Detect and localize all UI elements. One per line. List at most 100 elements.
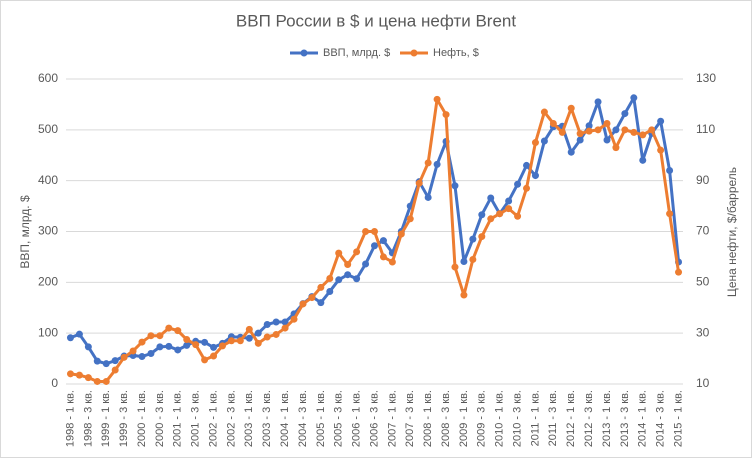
data-point: [335, 249, 343, 257]
x-tick-label: 2012 - 3 кв.: [583, 390, 595, 447]
data-point: [612, 144, 620, 152]
data-point: [657, 146, 665, 154]
data-point: [183, 336, 191, 344]
data-point: [540, 137, 548, 145]
x-tick-label: 2002 - 1 кв.: [207, 390, 219, 447]
data-point: [371, 228, 378, 235]
data-point: [353, 275, 361, 283]
data-point: [201, 356, 209, 364]
data-point: [174, 346, 182, 354]
data-point: [531, 139, 539, 147]
y2-tick-label: 110: [696, 122, 715, 136]
data-point: [379, 237, 387, 245]
x-tick-label: 2009 - 3 кв.: [476, 390, 488, 447]
x-tick-label: 2002 - 3 кв.: [225, 390, 237, 447]
data-point: [478, 211, 486, 219]
data-point: [75, 330, 83, 338]
data-point: [147, 350, 155, 357]
data-point: [657, 117, 665, 125]
data-point: [594, 126, 602, 134]
data-point: [451, 263, 459, 271]
x-tick-label: 2005 - 1 кв.: [315, 390, 327, 447]
data-point: [523, 184, 531, 192]
chart-title: ВВП России в $ и цена нефти Brent: [236, 11, 516, 30]
data-point: [397, 230, 405, 238]
data-point: [174, 327, 182, 335]
x-tick-label: 2000 - 1 кв.: [136, 390, 148, 447]
legend-label: Нефть, $: [433, 47, 479, 59]
data-point: [84, 343, 92, 351]
y2-tick-label: 70: [696, 224, 710, 238]
data-point: [299, 300, 307, 308]
data-point: [514, 212, 522, 220]
x-tick-label: 2014 - 1 кв.: [637, 390, 649, 447]
x-tick-label: 1999 - 3 кв.: [118, 390, 130, 447]
x-tick-label: 2010 - 1 кв.: [494, 390, 506, 447]
y-tick-label: 600: [38, 71, 58, 85]
data-point: [523, 161, 531, 169]
data-point: [630, 128, 638, 136]
data-point: [326, 275, 334, 283]
data-point: [362, 228, 370, 235]
data-point: [254, 339, 262, 347]
data-point: [487, 194, 495, 202]
data-point: [111, 366, 119, 374]
x-tick-label: 2008 - 3 кв.: [440, 390, 452, 447]
x-tick-label: 2000 - 3 кв.: [154, 390, 166, 447]
data-point: [576, 136, 584, 144]
data-point: [308, 294, 316, 302]
data-point: [290, 315, 298, 323]
data-point: [603, 119, 611, 127]
data-point: [353, 248, 361, 256]
data-point: [138, 338, 146, 346]
data-point: [514, 180, 522, 188]
x-tick-label: 2014 - 3 кв.: [655, 390, 667, 447]
y2-tick-label: 10: [696, 376, 710, 390]
data-point: [281, 324, 289, 332]
x-tick-label: 2003 - 3 кв.: [261, 390, 273, 447]
data-point: [272, 330, 280, 338]
legend-marker: [410, 49, 418, 57]
data-point: [66, 370, 74, 378]
data-point: [621, 126, 629, 134]
x-tick-label: 2004 - 1 кв.: [279, 390, 291, 447]
y-tick-label: 100: [38, 325, 58, 339]
x-tick-label: 2001 - 3 кв.: [190, 390, 202, 447]
x-tick-label: 2013 - 1 кв.: [601, 390, 613, 447]
data-point: [433, 160, 441, 168]
data-point: [335, 276, 343, 284]
data-point: [639, 131, 647, 139]
data-point: [371, 242, 378, 250]
data-point: [540, 108, 548, 116]
data-point: [442, 111, 450, 119]
data-point: [567, 148, 575, 156]
data-point: [192, 341, 200, 349]
y2-tick-label: 130: [696, 71, 716, 85]
x-tick-label: 2015 - 1 кв.: [672, 390, 684, 447]
data-point: [630, 94, 638, 102]
data-point: [621, 110, 629, 118]
y2-tick-label: 30: [696, 325, 710, 339]
data-point: [612, 126, 620, 134]
data-point: [666, 167, 674, 174]
data-point: [201, 338, 209, 346]
data-point: [648, 126, 656, 134]
x-tick-label: 1998 - 3 кв.: [82, 390, 94, 447]
x-tick-label: 2007 - 3 кв.: [404, 390, 416, 447]
data-point: [210, 352, 218, 360]
x-tick-label: 1998 - 1 кв.: [64, 390, 76, 447]
x-tick-label: 2005 - 3 кв.: [333, 390, 345, 447]
data-point: [93, 377, 101, 385]
data-point: [66, 334, 74, 342]
y-axis-title: ВВП, млрд. $: [18, 195, 32, 269]
data-point: [84, 374, 92, 382]
data-point: [451, 182, 459, 190]
x-tick-label: 2008 - 1 кв.: [422, 390, 434, 447]
data-point: [165, 342, 173, 350]
data-point: [362, 260, 370, 268]
data-point: [281, 318, 289, 326]
data-point: [460, 291, 468, 299]
data-point: [549, 119, 557, 127]
data-point: [469, 255, 477, 263]
data-point: [344, 261, 352, 269]
